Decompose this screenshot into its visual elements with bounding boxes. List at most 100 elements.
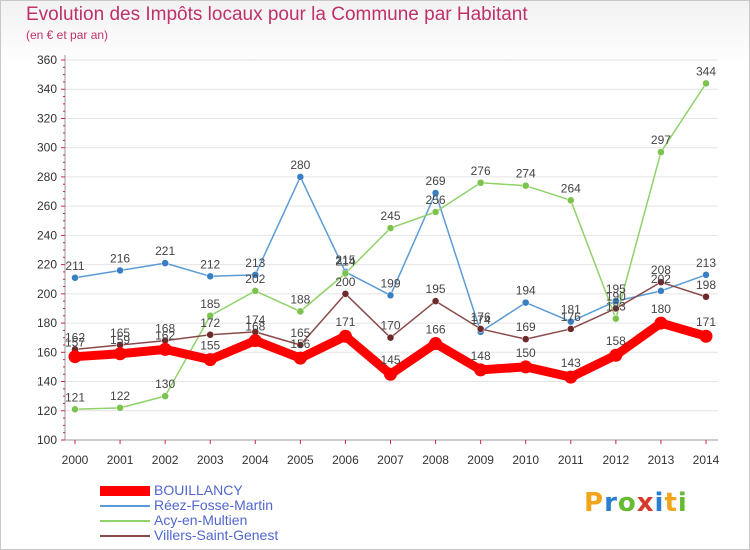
y-tick-label: 180: [37, 316, 57, 330]
data-point: [296, 173, 305, 181]
data-label: 185: [200, 297, 220, 311]
logo-letter: t: [664, 488, 678, 518]
data-point: [116, 266, 124, 275]
data-point: [567, 196, 575, 205]
data-label: 214: [335, 254, 355, 268]
data-label: 215: [335, 253, 355, 267]
y-tick-label: 300: [37, 141, 57, 155]
y-tick-label: 340: [37, 82, 57, 96]
data-label: 264: [561, 181, 581, 195]
data-label: 171: [696, 315, 716, 329]
data-point: [386, 333, 395, 342]
data-point: [567, 325, 575, 333]
data-label: 216: [110, 251, 130, 265]
data-label: 195: [426, 282, 446, 296]
data-label: 130: [155, 377, 175, 391]
x-tick-label: 2014: [693, 453, 720, 467]
data-label: 200: [335, 275, 355, 289]
data-point: [158, 342, 172, 356]
y-tick-label: 360: [37, 53, 57, 67]
data-point: [386, 291, 395, 300]
data-point: [296, 307, 305, 316]
data-label: 170: [380, 319, 400, 333]
data-point: [341, 290, 350, 298]
data-point: [699, 329, 713, 343]
data-label: 274: [516, 167, 536, 181]
data-point: [519, 360, 533, 374]
chart-subtitle: (en € et par an): [26, 28, 109, 42]
logo-letter: r: [604, 488, 618, 518]
y-tick-label: 260: [37, 199, 57, 213]
x-tick-label: 2006: [332, 453, 359, 467]
chart-title: Evolution des Impôts locaux pour la Comm…: [26, 4, 528, 25]
legend-label-acy-en-multien: Acy-en-Multien: [154, 512, 248, 528]
data-label: 188: [290, 292, 310, 306]
data-label: 256: [426, 193, 446, 207]
y-tick-label: 240: [37, 228, 57, 242]
legend-swatch-bouillancy: [100, 486, 150, 496]
logo-letter: i: [654, 488, 665, 518]
data-label: 174: [471, 313, 491, 327]
data-point: [113, 347, 127, 361]
data-label: 165: [290, 326, 310, 340]
data-point: [612, 304, 620, 313]
data-point: [386, 224, 395, 232]
x-tick-label: 2001: [107, 453, 134, 467]
data-label: 245: [380, 209, 400, 223]
legend-swatch-villers-saint-genest: [100, 535, 150, 537]
data-point: [248, 334, 262, 348]
data-point: [564, 370, 578, 384]
data-point: [296, 341, 305, 349]
y-tick-label: 320: [37, 111, 57, 125]
x-tick-label: 2009: [467, 453, 494, 467]
data-label: 166: [426, 323, 446, 337]
data-label: 150: [516, 346, 536, 360]
data-point: [567, 317, 575, 326]
data-point: [609, 348, 623, 362]
data-label: 172: [200, 316, 220, 330]
x-tick-label: 2004: [242, 453, 269, 467]
x-tick-label: 2013: [648, 453, 675, 467]
data-point: [71, 274, 79, 282]
y-tick-label: 100: [37, 433, 57, 447]
proxiti-logo: Proxiti: [584, 488, 688, 518]
data-point: [521, 298, 530, 307]
y-tick-label: 200: [37, 287, 57, 301]
data-point: [251, 271, 260, 279]
data-label: 198: [696, 278, 716, 292]
data-point: [476, 179, 485, 187]
legend-swatch-reez-fosse-martin: [100, 505, 150, 507]
data-point: [654, 316, 668, 330]
y-tick-label: 120: [37, 404, 57, 418]
data-point: [521, 335, 530, 343]
data-point: [702, 79, 710, 88]
data-point: [293, 351, 307, 365]
data-point: [702, 293, 710, 301]
data-label: 208: [651, 263, 671, 277]
data-point: [429, 337, 443, 351]
logo-letter: x: [636, 488, 655, 518]
data-label: 174: [245, 313, 265, 327]
data-point: [612, 297, 620, 305]
x-tick-label: 2000: [62, 453, 89, 467]
data-point: [206, 312, 214, 320]
data-label: 168: [155, 322, 175, 336]
data-label: 213: [245, 256, 265, 270]
data-point: [338, 329, 352, 343]
data-label: 143: [561, 356, 581, 370]
data-label: 199: [380, 276, 400, 290]
data-point: [431, 189, 440, 197]
data-label: 212: [200, 257, 220, 271]
data-label: 148: [471, 349, 491, 363]
data-label: 168: [245, 320, 265, 334]
data-label: 145: [380, 353, 400, 367]
data-label: 171: [335, 315, 355, 329]
data-label: 202: [245, 272, 265, 286]
data-label: 344: [696, 64, 716, 78]
data-label: 165: [110, 326, 130, 340]
legend-label-villers-saint-genest: Villers-Saint-Genest: [154, 527, 279, 543]
y-tick-label: 160: [37, 345, 57, 359]
logo-letter: i: [677, 488, 688, 518]
x-tick-label: 2008: [422, 453, 449, 467]
